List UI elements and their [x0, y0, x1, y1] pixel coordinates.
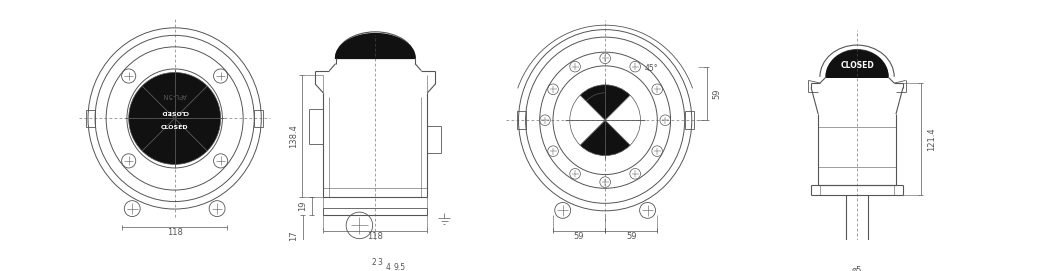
Wedge shape — [605, 95, 640, 145]
Text: 3: 3 — [377, 258, 383, 267]
Polygon shape — [336, 34, 416, 58]
Wedge shape — [142, 118, 207, 164]
Text: 19: 19 — [298, 201, 307, 211]
Wedge shape — [570, 95, 605, 145]
Text: ø5: ø5 — [852, 266, 862, 271]
Text: 17: 17 — [289, 231, 299, 241]
Bar — [86, 109, 95, 127]
Wedge shape — [142, 72, 207, 118]
Text: 138.4: 138.4 — [288, 124, 298, 148]
Text: APL-5N: APL-5N — [162, 92, 187, 98]
Text: 59: 59 — [712, 88, 721, 99]
Wedge shape — [580, 85, 630, 120]
Text: 4: 4 — [385, 263, 390, 271]
Text: 118: 118 — [166, 228, 182, 237]
Text: 2: 2 — [371, 258, 376, 267]
Text: 45°: 45° — [644, 64, 658, 73]
Text: 9.5: 9.5 — [394, 263, 406, 271]
Text: 121.4: 121.4 — [926, 127, 936, 151]
Wedge shape — [128, 86, 175, 151]
Wedge shape — [175, 86, 220, 151]
Text: 118: 118 — [368, 231, 384, 241]
Bar — [685, 111, 693, 129]
Wedge shape — [580, 120, 630, 156]
Bar — [516, 111, 526, 129]
Text: CLOSED: CLOSED — [161, 109, 189, 114]
Text: CLOSED: CLOSED — [841, 61, 873, 70]
Text: 59: 59 — [573, 231, 584, 241]
Polygon shape — [826, 50, 888, 77]
Text: 59: 59 — [626, 231, 636, 241]
Bar — [254, 109, 263, 127]
Text: CLOSED: CLOSED — [161, 125, 189, 130]
